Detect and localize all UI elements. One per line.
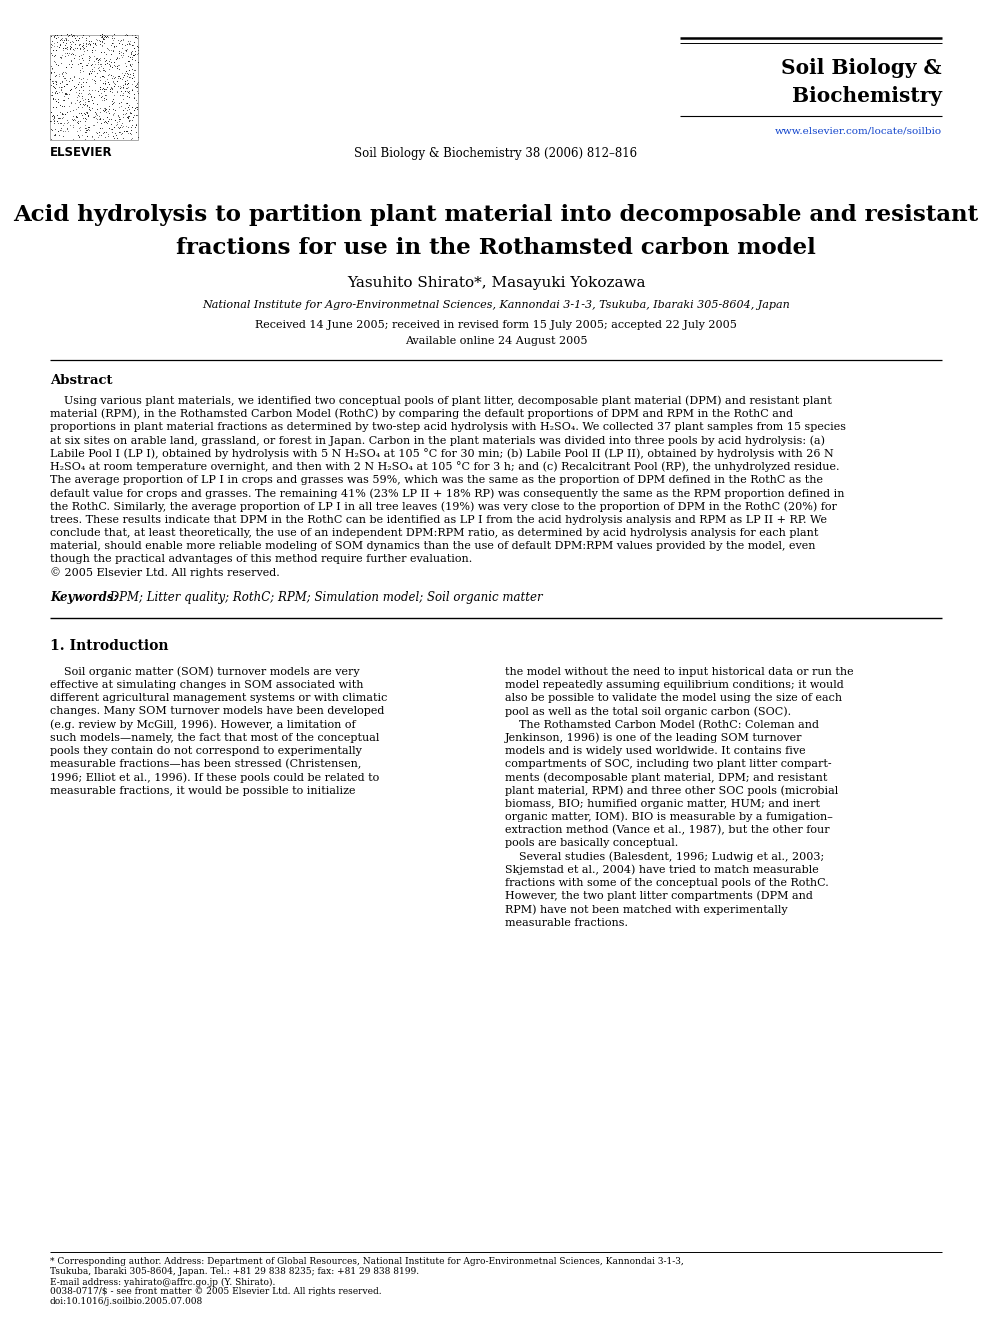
- Text: fractions with some of the conceptual pools of the RothC.: fractions with some of the conceptual po…: [505, 878, 828, 888]
- Text: Using various plant materials, we identified two conceptual pools of plant litte: Using various plant materials, we identi…: [50, 396, 831, 406]
- Text: different agricultural management systems or with climatic: different agricultural management system…: [50, 693, 387, 704]
- Text: compartments of SOC, including two plant litter compart-: compartments of SOC, including two plant…: [505, 759, 831, 769]
- Text: Soil Biology & Biochemistry 38 (2006) 812–816: Soil Biology & Biochemistry 38 (2006) 81…: [354, 147, 638, 160]
- Text: However, the two plant litter compartments (DPM and: However, the two plant litter compartmen…: [505, 890, 812, 901]
- Text: Abstract: Abstract: [50, 374, 112, 388]
- Text: changes. Many SOM turnover models have been developed: changes. Many SOM turnover models have b…: [50, 706, 384, 716]
- Text: measurable fractions.: measurable fractions.: [505, 918, 628, 927]
- Text: E-mail address: yahirato@affrc.go.jp (Y. Shirato).: E-mail address: yahirato@affrc.go.jp (Y.…: [50, 1278, 276, 1286]
- Text: RPM) have not been matched with experimentally: RPM) have not been matched with experime…: [505, 904, 788, 914]
- Text: though the practical advantages of this method require further evaluation.: though the practical advantages of this …: [50, 554, 472, 565]
- Text: trees. These results indicate that DPM in the RothC can be identified as LP I fr: trees. These results indicate that DPM i…: [50, 515, 827, 525]
- Text: organic matter, IOM). BIO is measurable by a fumigation–: organic matter, IOM). BIO is measurable …: [505, 812, 833, 823]
- Text: Tsukuba, Ibaraki 305-8604, Japan. Tel.: +81 29 838 8235; fax: +81 29 838 8199.: Tsukuba, Ibaraki 305-8604, Japan. Tel.: …: [50, 1267, 420, 1277]
- Text: measurable fractions, it would be possible to initialize: measurable fractions, it would be possib…: [50, 786, 355, 795]
- Text: the model without the need to input historical data or run the: the model without the need to input hist…: [505, 667, 854, 677]
- Text: fractions for use in the Rothamsted carbon model: fractions for use in the Rothamsted carb…: [176, 237, 816, 259]
- Text: extraction method (Vance et al., 1987), but the other four: extraction method (Vance et al., 1987), …: [505, 826, 829, 835]
- Text: Available online 24 August 2005: Available online 24 August 2005: [405, 336, 587, 347]
- Text: 0038-0717/$ - see front matter © 2005 Elsevier Ltd. All rights reserved.: 0038-0717/$ - see front matter © 2005 El…: [50, 1287, 382, 1297]
- Text: Jenkinson, 1996) is one of the leading SOM turnover: Jenkinson, 1996) is one of the leading S…: [505, 733, 803, 744]
- Text: www.elsevier.com/locate/soilbio: www.elsevier.com/locate/soilbio: [775, 127, 942, 135]
- Text: plant material, RPM) and three other SOC pools (microbial: plant material, RPM) and three other SOC…: [505, 786, 838, 796]
- Text: pool as well as the total soil organic carbon (SOC).: pool as well as the total soil organic c…: [505, 706, 792, 717]
- Text: (e.g. review by McGill, 1996). However, a limitation of: (e.g. review by McGill, 1996). However, …: [50, 720, 355, 730]
- Text: Several studies (Balesdent, 1996; Ludwig et al., 2003;: Several studies (Balesdent, 1996; Ludwig…: [505, 851, 824, 861]
- Text: 1. Introduction: 1. Introduction: [50, 639, 169, 652]
- Text: such models—namely, the fact that most of the conceptual: such models—namely, the fact that most o…: [50, 733, 379, 742]
- Text: The average proportion of LP I in crops and grasses was 59%, which was the same : The average proportion of LP I in crops …: [50, 475, 823, 486]
- Text: H₂SO₄ at room temperature overnight, and then with 2 N H₂SO₄ at 105 °C for 3 h; : H₂SO₄ at room temperature overnight, and…: [50, 462, 839, 472]
- Text: The Rothamsted Carbon Model (RothC: Coleman and: The Rothamsted Carbon Model (RothC: Cole…: [505, 720, 819, 730]
- Text: material, should enable more reliable modeling of SOM dynamics than the use of d: material, should enable more reliable mo…: [50, 541, 815, 552]
- Text: Yasuhito Shirato*, Masayuki Yokozawa: Yasuhito Shirato*, Masayuki Yokozawa: [347, 277, 645, 290]
- Text: the RothC. Similarly, the average proportion of LP I in all tree leaves (19%) wa: the RothC. Similarly, the average propor…: [50, 501, 837, 512]
- Bar: [50, 34, 138, 140]
- Text: proportions in plant material fractions as determined by two-step acid hydrolysi: proportions in plant material fractions …: [50, 422, 846, 433]
- Text: Soil organic matter (SOM) turnover models are very: Soil organic matter (SOM) turnover model…: [50, 667, 360, 677]
- Text: * Corresponding author. Address: Department of Global Resources, National Instit: * Corresponding author. Address: Departm…: [50, 1257, 683, 1266]
- Text: © 2005 Elsevier Ltd. All rights reserved.: © 2005 Elsevier Ltd. All rights reserved…: [50, 568, 280, 578]
- Text: Keywords:: Keywords:: [50, 591, 118, 605]
- Text: ELSEVIER: ELSEVIER: [50, 147, 113, 160]
- Text: effective at simulating changes in SOM associated with: effective at simulating changes in SOM a…: [50, 680, 363, 691]
- Text: measurable fractions—has been stressed (Christensen,: measurable fractions—has been stressed (…: [50, 759, 361, 770]
- Text: default value for crops and grasses. The remaining 41% (23% LP II + 18% RP) was : default value for crops and grasses. The…: [50, 488, 844, 499]
- Text: also be possible to validate the model using the size of each: also be possible to validate the model u…: [505, 693, 842, 704]
- Text: pools they contain do not correspond to experimentally: pools they contain do not correspond to …: [50, 746, 362, 755]
- Text: biomass, BIO; humified organic matter, HUM; and inert: biomass, BIO; humified organic matter, H…: [505, 799, 820, 808]
- Text: Acid hydrolysis to partition plant material into decomposable and resistant: Acid hydrolysis to partition plant mater…: [14, 204, 978, 226]
- Text: Biochemistry: Biochemistry: [793, 86, 942, 106]
- Text: models and is widely used worldwide. It contains five: models and is widely used worldwide. It …: [505, 746, 806, 755]
- Text: pools are basically conceptual.: pools are basically conceptual.: [505, 839, 679, 848]
- Text: Skjemstad et al., 2004) have tried to match measurable: Skjemstad et al., 2004) have tried to ma…: [505, 864, 818, 875]
- Text: Soil Biology &: Soil Biology &: [782, 58, 942, 78]
- Text: 1996; Elliot et al., 1996). If these pools could be related to: 1996; Elliot et al., 1996). If these poo…: [50, 773, 379, 783]
- Text: National Institute for Agro-Environmetnal Sciences, Kannondai 3-1-3, Tsukuba, Ib: National Institute for Agro-Environmetna…: [202, 300, 790, 310]
- Text: DPM; Litter quality; RothC; RPM; Simulation model; Soil organic matter: DPM; Litter quality; RothC; RPM; Simulat…: [106, 591, 543, 605]
- Text: Received 14 June 2005; received in revised form 15 July 2005; accepted 22 July 2: Received 14 June 2005; received in revis…: [255, 320, 737, 329]
- Text: model repeatedly assuming equilibrium conditions; it would: model repeatedly assuming equilibrium co…: [505, 680, 844, 691]
- Text: Labile Pool I (LP I), obtained by hydrolysis with 5 N H₂SO₄ at 105 °C for 30 min: Labile Pool I (LP I), obtained by hydrol…: [50, 448, 833, 459]
- Text: doi:10.1016/j.soilbio.2005.07.008: doi:10.1016/j.soilbio.2005.07.008: [50, 1298, 203, 1307]
- Text: ments (decomposable plant material, DPM; and resistant: ments (decomposable plant material, DPM;…: [505, 773, 827, 783]
- Text: material (RPM), in the Rothamsted Carbon Model (RothC) by comparing the default : material (RPM), in the Rothamsted Carbon…: [50, 409, 794, 419]
- Text: at six sites on arable land, grassland, or forest in Japan. Carbon in the plant : at six sites on arable land, grassland, …: [50, 435, 825, 446]
- Text: conclude that, at least theoretically, the use of an independent DPM:RPM ratio, : conclude that, at least theoretically, t…: [50, 528, 818, 538]
